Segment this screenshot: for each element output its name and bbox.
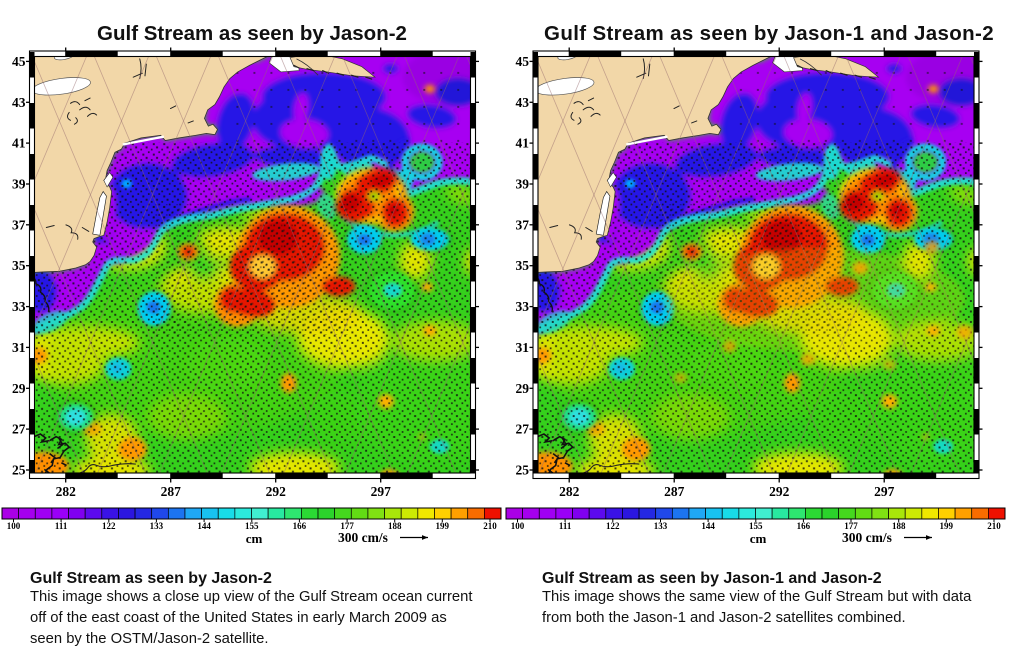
svg-text:31: 31: [516, 340, 530, 355]
svg-text:from both the Jason-1 and Jaso: from both the Jason-1 and Jason-2 satell…: [542, 610, 906, 626]
svg-text:33: 33: [12, 299, 26, 314]
svg-text:133: 133: [150, 521, 164, 531]
svg-text:Gulf Stream as seen by Jason-1: Gulf Stream as seen by Jason-1 and Jason…: [544, 22, 994, 45]
svg-text:144: 144: [701, 521, 715, 531]
svg-text:287: 287: [664, 484, 685, 499]
svg-text:292: 292: [266, 484, 287, 499]
svg-text:292: 292: [769, 484, 790, 499]
svg-text:199: 199: [940, 521, 954, 531]
svg-text:300 cm/s: 300 cm/s: [338, 530, 388, 545]
svg-text:25: 25: [516, 463, 530, 478]
svg-text:45: 45: [516, 54, 530, 69]
svg-text:210: 210: [987, 521, 1001, 531]
svg-text:Gulf Stream as seen by Jason-2: Gulf Stream as seen by Jason-2: [97, 22, 407, 45]
svg-text:166: 166: [293, 521, 307, 531]
svg-text:100: 100: [511, 521, 525, 531]
svg-text:155: 155: [245, 521, 259, 531]
svg-text:Gulf Stream as seen by Jason-2: Gulf Stream as seen by Jason-2: [30, 570, 272, 587]
svg-text:35: 35: [516, 258, 530, 273]
svg-text:cm: cm: [246, 531, 263, 546]
svg-text:177: 177: [844, 521, 858, 531]
svg-text:29: 29: [12, 381, 26, 396]
svg-text:25: 25: [12, 463, 26, 478]
svg-text:39: 39: [12, 177, 26, 192]
svg-text:41: 41: [12, 136, 26, 151]
svg-text:122: 122: [606, 521, 620, 531]
svg-text:210: 210: [483, 521, 497, 531]
svg-text:122: 122: [102, 521, 116, 531]
svg-text:111: 111: [559, 521, 572, 531]
svg-text:177: 177: [340, 521, 354, 531]
svg-text:300 cm/s: 300 cm/s: [842, 530, 892, 545]
svg-text:29: 29: [516, 381, 530, 396]
svg-text:33: 33: [516, 299, 530, 314]
svg-text:27: 27: [12, 422, 26, 437]
svg-text:188: 188: [892, 521, 906, 531]
svg-text:282: 282: [56, 484, 77, 499]
svg-text:31: 31: [12, 340, 26, 355]
svg-text:188: 188: [388, 521, 402, 531]
svg-text:166: 166: [797, 521, 811, 531]
svg-text:155: 155: [749, 521, 763, 531]
svg-text:27: 27: [516, 422, 530, 437]
svg-text:45: 45: [12, 54, 26, 69]
svg-text:297: 297: [371, 484, 392, 499]
svg-text:297: 297: [874, 484, 895, 499]
svg-text:199: 199: [436, 521, 450, 531]
svg-text:43: 43: [516, 95, 530, 110]
svg-text:144: 144: [197, 521, 211, 531]
svg-text:This image shows a close up vi: This image shows a close up view of the …: [30, 589, 472, 605]
svg-text:282: 282: [559, 484, 580, 499]
svg-text:35: 35: [12, 258, 26, 273]
svg-text:Gulf Stream as seen by Jason-1: Gulf Stream as seen by Jason-1 and Jason…: [542, 570, 882, 587]
svg-text:cm: cm: [750, 531, 767, 546]
svg-text:100: 100: [7, 521, 21, 531]
svg-text:43: 43: [12, 95, 26, 110]
svg-text:133: 133: [654, 521, 668, 531]
svg-text:37: 37: [516, 217, 530, 232]
svg-text:seen by the OSTM/Jason-2 satel: seen by the OSTM/Jason-2 satellite.: [30, 631, 269, 647]
svg-text:This image shows the same view: This image shows the same view of the Gu…: [542, 589, 972, 605]
svg-text:off of the east coast of the U: off of the east coast of the United Stat…: [30, 610, 447, 626]
svg-text:37: 37: [12, 217, 26, 232]
svg-text:41: 41: [516, 136, 530, 151]
svg-text:111: 111: [55, 521, 68, 531]
svg-text:287: 287: [161, 484, 182, 499]
svg-text:39: 39: [516, 177, 530, 192]
